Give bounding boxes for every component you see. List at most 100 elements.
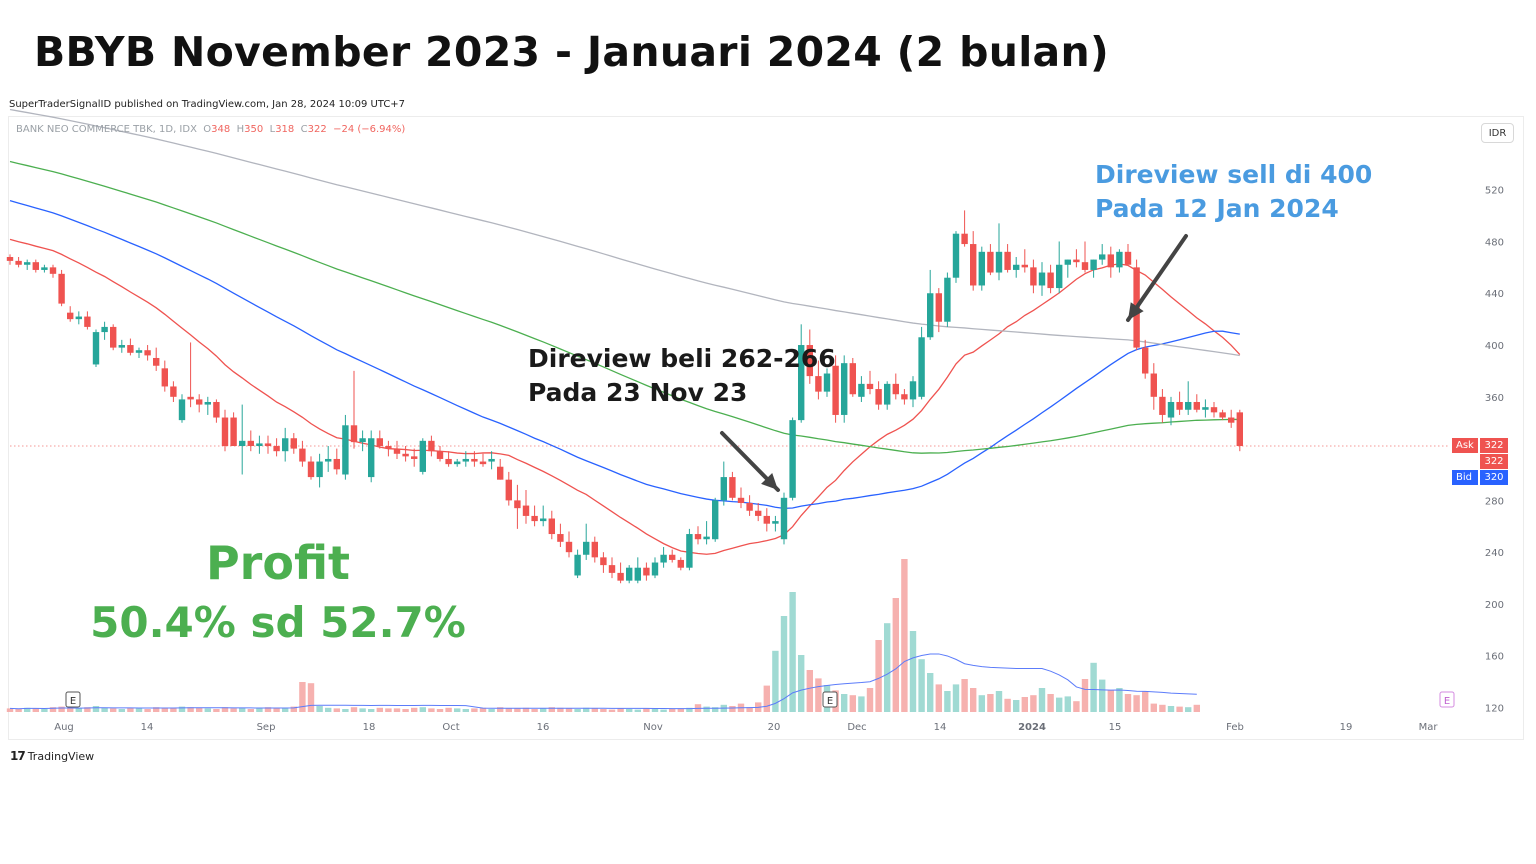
candle-body: [995, 251, 1003, 273]
candle-body: [247, 440, 254, 447]
volume-bar: [230, 708, 237, 712]
volume-bar: [763, 685, 770, 712]
x-tick-label: 14: [934, 722, 947, 733]
candle-body: [135, 350, 143, 353]
ask-label: Ask: [1452, 438, 1478, 453]
volume-bar: [540, 708, 547, 712]
high-value: 350: [244, 124, 264, 135]
volume-bar: [952, 684, 960, 712]
symbol-name: BANK NEO COMMERCE TBK, 1D, IDX: [16, 124, 197, 135]
candle-body: [565, 541, 573, 553]
volume-bar: [746, 707, 753, 712]
candle-body: [479, 461, 487, 465]
volume-bar: [58, 706, 65, 712]
volume-bar: [127, 707, 134, 712]
candle-body: [368, 438, 375, 478]
volume-bar: [849, 695, 856, 712]
volume-bar: [273, 707, 280, 712]
candle-body: [67, 312, 74, 320]
candle-body: [1167, 401, 1175, 418]
ohlc-legend: BANK NEO COMMERCE TBK, 1D, IDX O348 H350…: [16, 124, 405, 135]
candle-body: [325, 458, 332, 462]
x-tick-label: Mar: [1419, 722, 1439, 733]
candle-body: [221, 417, 229, 447]
x-tick-label: 19: [1340, 722, 1353, 733]
candle-body: [307, 461, 315, 478]
volume-bar: [75, 708, 82, 712]
volume-bar: [256, 708, 263, 712]
candle-body: [454, 461, 461, 465]
chart-frame[interactable]: [8, 116, 1524, 740]
profit-title: Profit: [205, 536, 351, 590]
candle-body: [927, 293, 934, 338]
volume-bar: [669, 709, 676, 712]
volume-bar: [84, 707, 91, 712]
x-tick-label: Dec: [847, 722, 866, 733]
candle-body: [1004, 251, 1011, 270]
candle-body: [411, 456, 418, 459]
volume-bar: [110, 708, 117, 712]
volume-bar: [462, 709, 469, 712]
candle-body: [987, 251, 994, 273]
ma-mid-line: [9, 199, 1240, 510]
volume-bar: [1099, 679, 1106, 712]
y-tick-label: 200: [1485, 600, 1504, 611]
candle-body: [866, 383, 874, 390]
y-tick-label: 240: [1485, 548, 1504, 559]
y-tick-label: 120: [1485, 704, 1504, 715]
volume-bar: [1004, 698, 1011, 712]
candle-body: [282, 438, 289, 452]
annotation-arrows: [720, 234, 1188, 492]
y-tick-label: 280: [1485, 496, 1504, 507]
ma-short-line: [9, 238, 1241, 555]
volume-bar: [247, 709, 254, 712]
volume-bar: [1038, 688, 1046, 712]
volume-bar: [333, 708, 340, 712]
volume-bar: [978, 695, 985, 712]
candle-body: [634, 567, 641, 581]
earnings-marker-label: E: [827, 696, 833, 707]
tradingview-logo[interactable]: 17 TradingView: [10, 749, 94, 763]
candle-body: [462, 458, 469, 462]
volume-bar: [282, 708, 289, 712]
candle-body: [49, 267, 57, 274]
volume-bar: [531, 709, 538, 712]
currency-button[interactable]: IDR: [1481, 123, 1514, 143]
y-tick-label: 440: [1485, 289, 1504, 300]
volume-bar: [213, 709, 220, 712]
y-tick-label: 400: [1485, 341, 1504, 352]
candle-body: [239, 440, 246, 447]
candle-body: [196, 399, 203, 405]
volume-bar: [995, 691, 1003, 712]
volume-bar: [712, 707, 719, 712]
candle-body: [92, 332, 100, 365]
candle-body: [780, 497, 788, 540]
candle-body: [712, 500, 719, 540]
volume-bar: [961, 679, 968, 712]
volume-bar: [32, 708, 39, 712]
candle-body: [772, 521, 779, 524]
candle-body: [686, 534, 693, 568]
candle-body: [101, 326, 108, 333]
sell-annotation-line1: Direview sell di 400: [1095, 160, 1373, 189]
candle-body: [1047, 272, 1054, 289]
volume-bar: [239, 707, 246, 712]
candle-body: [471, 458, 478, 462]
volume-bar: [660, 709, 667, 712]
volume-bar: [1073, 701, 1080, 712]
volume-bar: [1081, 679, 1089, 712]
candle-body: [531, 515, 538, 522]
volume-bar: [1124, 694, 1132, 712]
candle-body: [402, 453, 409, 457]
slide-title: BBYB November 2023 - Januari 2024 (2 bul…: [34, 28, 1110, 76]
publish-info: SuperTraderSignalID published on Trading…: [9, 99, 406, 110]
candle-body: [789, 420, 796, 498]
volume-bar: [359, 708, 366, 712]
volume-bar: [178, 706, 186, 712]
volume-bar: [677, 708, 684, 712]
candles: [6, 210, 1243, 584]
candle-body: [522, 505, 530, 516]
volume-bar: [368, 709, 375, 712]
candle-body: [918, 337, 925, 397]
